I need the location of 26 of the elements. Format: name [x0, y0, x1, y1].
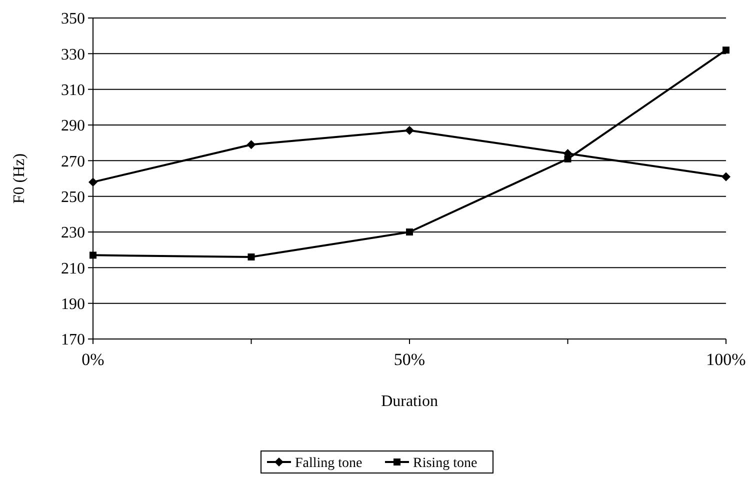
point [722, 172, 730, 182]
y-tick-label: 330 [61, 46, 85, 64]
y-tick-label: 270 [61, 153, 85, 170]
x-axis-title: Duration [381, 393, 438, 410]
legend-label: Falling tone [295, 456, 362, 471]
point [88, 178, 98, 187]
y-tick-label: 190 [61, 296, 85, 313]
y-tick-label: 250 [61, 188, 85, 206]
y-tick-label: 230 [61, 224, 85, 242]
point [248, 253, 255, 260]
x-tick-label: 0% [82, 350, 104, 369]
point [90, 252, 96, 259]
legend-label: Rising tone [413, 456, 478, 471]
point [564, 155, 572, 162]
point [722, 46, 730, 54]
y-tick-label: 350 [61, 10, 85, 28]
y-tick-label: 290 [61, 118, 85, 135]
y-tick-label: 310 [61, 82, 85, 99]
x-tick-label: 50% [394, 350, 426, 369]
y-tick-label: 210 [61, 260, 85, 278]
point [405, 126, 414, 135]
point [406, 228, 413, 236]
point [246, 140, 256, 150]
y-axis-title: F0 (Hz) [11, 153, 28, 204]
x-tick-label: 100% [706, 350, 746, 369]
y-tick-label: 170 [61, 332, 85, 349]
